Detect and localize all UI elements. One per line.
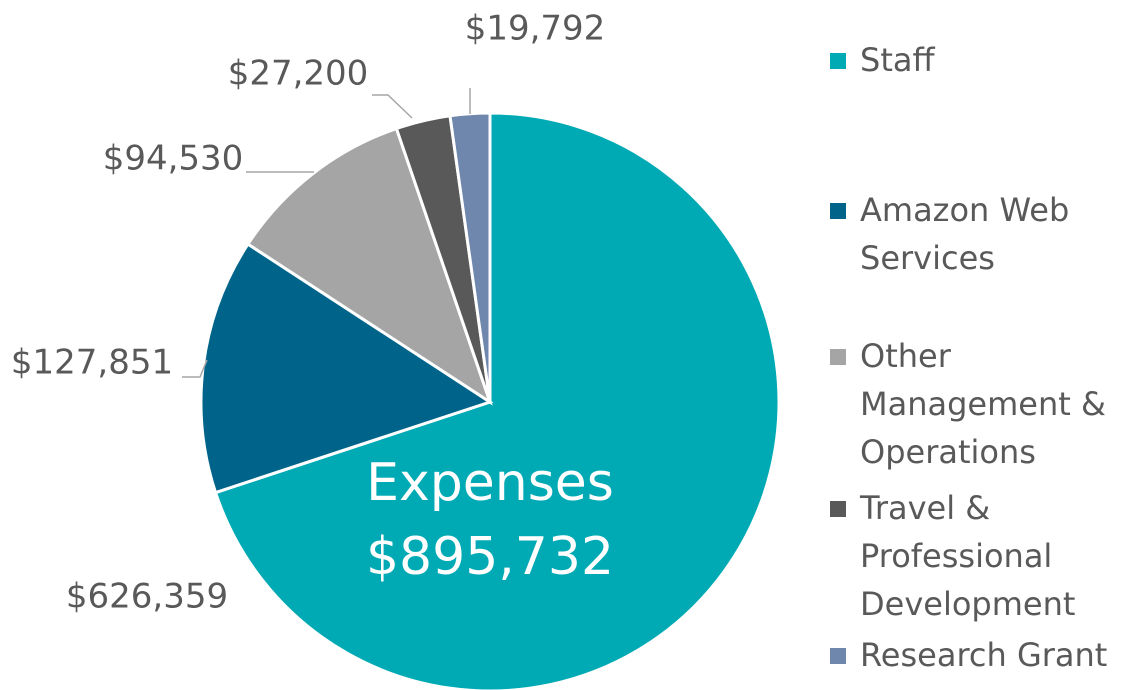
data-label: $94,530 [103,139,244,179]
data-label: $27,200 [228,54,369,94]
legend-item: Other Management & Operations [830,332,1130,476]
legend-swatch [830,501,846,517]
legend-item: Staff [830,36,1130,84]
data-label: $127,851 [11,343,173,383]
legend-label: Amazon Web Services [860,191,1070,277]
leader-line [182,359,208,378]
legend-swatch [830,648,846,664]
slice [199,242,494,495]
leader-line [372,94,413,119]
legend-label: Travel & Professional Development [860,489,1076,623]
center-total: $895,732 [366,527,614,587]
legend-label: Research Grant [860,636,1108,674]
legend-label: Staff [860,41,935,79]
legend-item: Amazon Web Services [830,186,1130,282]
legend-item: Travel & Professional Development [830,484,1130,628]
legend-label: Other Management & Operations [860,337,1106,471]
data-label: $626,359 [66,577,228,617]
legend-swatch [830,349,846,365]
slice [245,126,493,406]
data-label: $19,792 [465,9,606,49]
slices [199,111,781,690]
legend-swatch [830,203,846,219]
center-title: Expenses [366,453,614,513]
slice [213,111,781,690]
legend-swatch [830,53,846,69]
legend-item: Research Grant [830,631,1130,679]
